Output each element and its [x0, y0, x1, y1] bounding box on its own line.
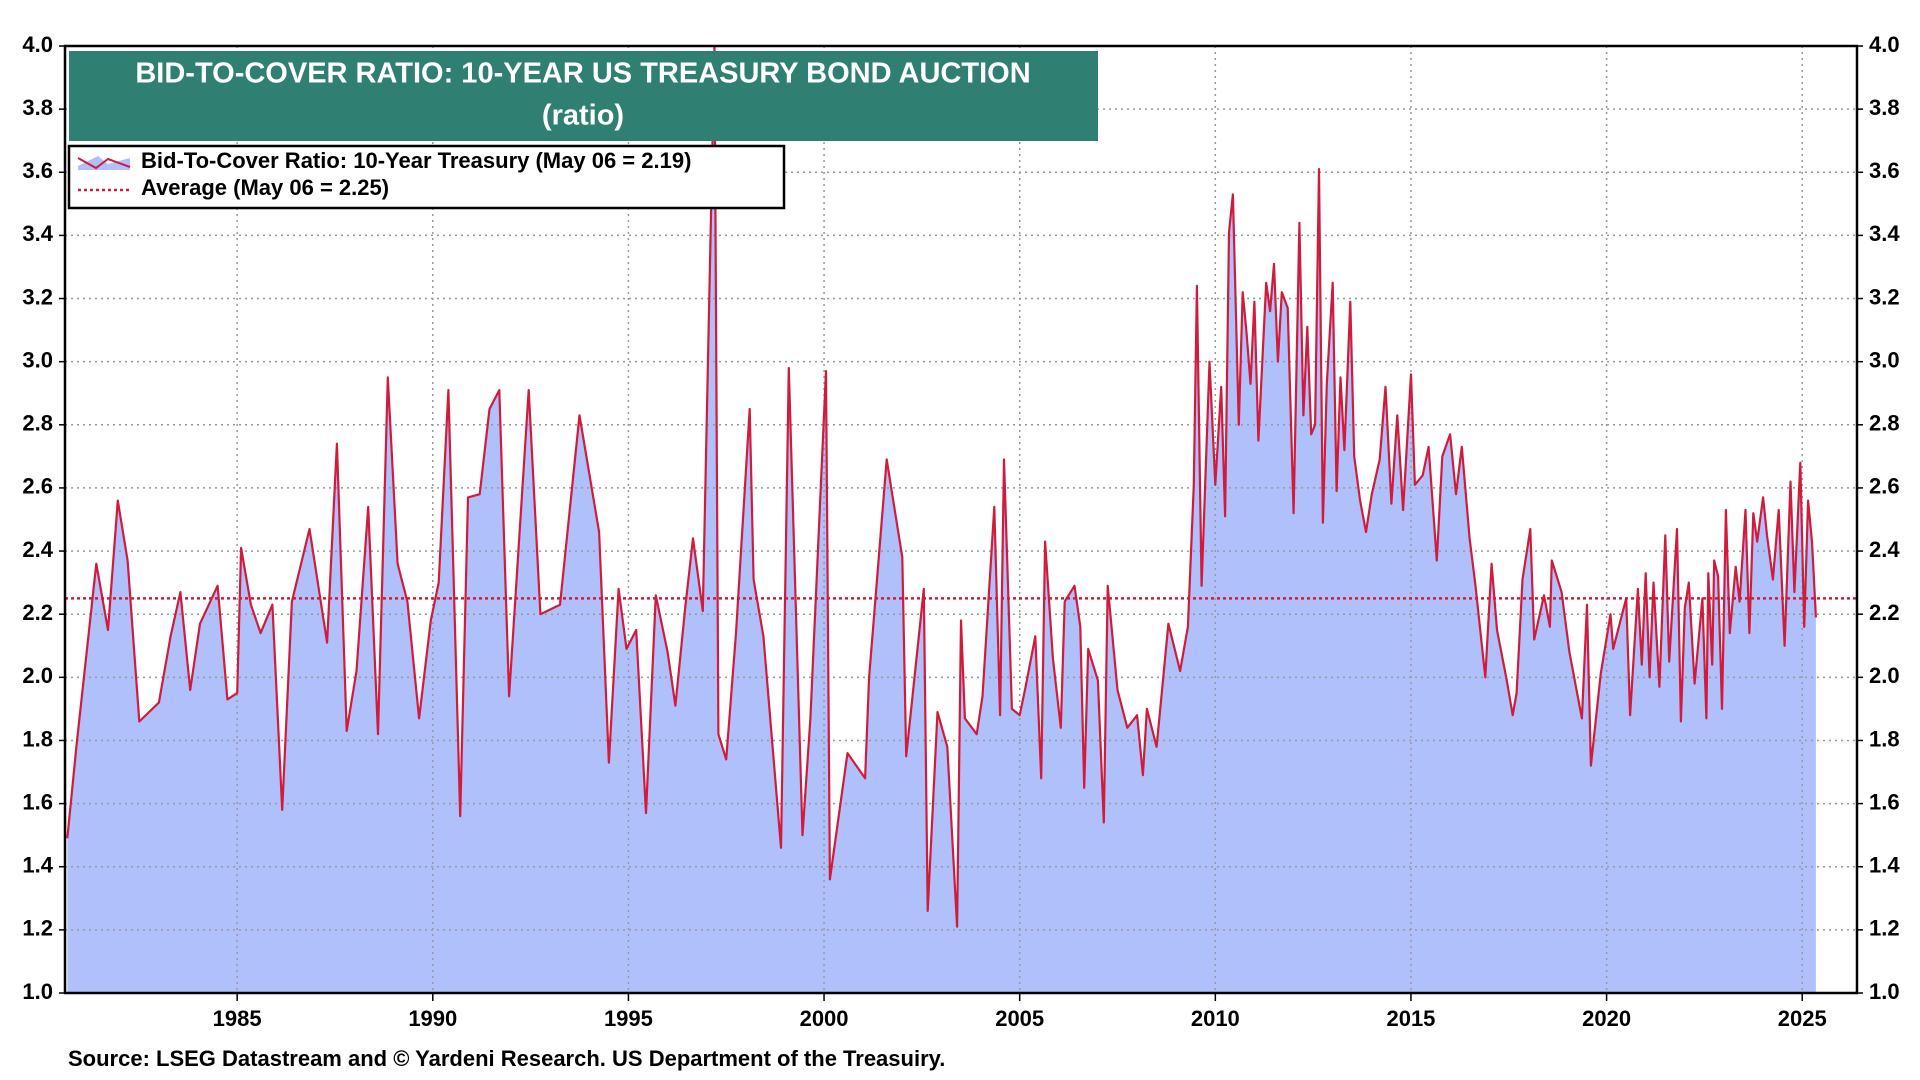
y2-tick-label: 2.2 — [1869, 600, 1900, 625]
y-tick-label: 3.8 — [22, 95, 53, 120]
chart-subtitle: (ratio) — [542, 100, 624, 132]
y2-tick-label: 3.4 — [1869, 221, 1900, 246]
area — [67, 46, 1816, 993]
x-tick-label: 2010 — [1191, 1006, 1240, 1031]
y2-tick-label: 1.6 — [1869, 789, 1900, 814]
y-tick-label: 2.0 — [22, 663, 53, 688]
y-tick-label: 1.6 — [22, 789, 53, 814]
y2-tick-label: 2.6 — [1869, 474, 1900, 499]
x-tick-label: 2000 — [800, 1006, 849, 1031]
y-tick-label: 3.4 — [22, 221, 53, 246]
x-tick-label: 2025 — [1778, 1006, 1827, 1031]
y-tick-label: 2.2 — [22, 600, 53, 625]
legend-box — [67, 144, 786, 210]
chart-title: BID-TO-COVER RATIO: 10-YEAR US TREASURY … — [135, 58, 1030, 90]
y2-tick-label: 1.8 — [1869, 726, 1900, 751]
y-tick-label: 1.8 — [22, 726, 53, 751]
source-note: Source: LSEG Datastream and © Yardeni Re… — [68, 1046, 945, 1071]
y-tick-label: 2.6 — [22, 474, 53, 499]
x-tick-label: 1995 — [604, 1006, 653, 1031]
line — [66, 44, 1817, 928]
y2-tick-label: 4.0 — [1869, 32, 1900, 57]
y-tick-label: 3.0 — [22, 347, 53, 372]
x-tick-label: 1985 — [213, 1006, 262, 1031]
y2-tick-label: 1.0 — [1869, 979, 1900, 1004]
y2-tick-label: 2.0 — [1869, 663, 1900, 688]
y-tick-label: 1.0 — [22, 979, 53, 1004]
y2-tick-label: 1.4 — [1869, 853, 1900, 878]
y2-tick-label: 2.4 — [1869, 537, 1900, 562]
x-tick-label: 2005 — [995, 1006, 1044, 1031]
legend-swatch — [77, 157, 131, 170]
title-box — [69, 51, 1098, 141]
y-tick-label: 4.0 — [22, 32, 53, 57]
y2-tick-label: 3.0 — [1869, 347, 1900, 372]
plot-frame — [63, 44, 1859, 995]
x-tick-label: 1990 — [408, 1006, 457, 1031]
y2-tick-label: 3.6 — [1869, 158, 1900, 183]
legend-label: Bid-To-Cover Ratio: 10-Year Treasury (Ma… — [141, 148, 691, 173]
x-tick-label: 2020 — [1582, 1006, 1631, 1031]
y2-tick-label: 3.8 — [1869, 95, 1900, 120]
y-tick-label: 3.6 — [22, 158, 53, 183]
y-tick-label: 2.4 — [22, 537, 53, 562]
x-tick-label: 2015 — [1386, 1006, 1435, 1031]
legend-label: Average (May 06 = 2.25) — [141, 175, 389, 200]
y-tick-label: 1.4 — [22, 853, 53, 878]
y2-tick-label: 3.2 — [1869, 284, 1900, 309]
y-tick-label: 2.8 — [22, 411, 53, 436]
y-tick-label: 3.2 — [22, 284, 53, 309]
y2-tick-label: 1.2 — [1869, 916, 1900, 941]
y-tick-label: 1.2 — [22, 916, 53, 941]
y2-tick-label: 2.8 — [1869, 411, 1900, 436]
